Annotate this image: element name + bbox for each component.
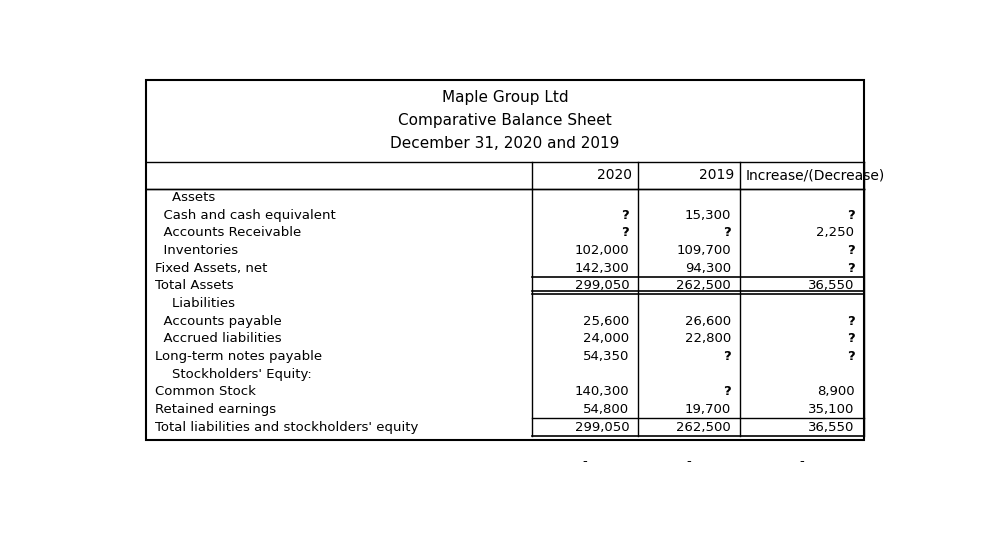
Text: December 31, 2020 and 2019: December 31, 2020 and 2019 <box>390 136 620 151</box>
Text: 299,050: 299,050 <box>574 280 629 293</box>
Text: ?: ? <box>847 315 854 327</box>
Text: Total liabilities and stockholders' equity: Total liabilities and stockholders' equi… <box>156 421 419 434</box>
Text: ?: ? <box>847 262 854 275</box>
Text: 262,500: 262,500 <box>676 421 731 434</box>
Text: 54,350: 54,350 <box>583 350 629 363</box>
Text: 25,600: 25,600 <box>583 315 629 327</box>
Text: 8,900: 8,900 <box>817 385 854 398</box>
Text: ?: ? <box>622 226 629 239</box>
Text: Accounts Receivable: Accounts Receivable <box>156 226 301 239</box>
Text: ?: ? <box>723 350 731 363</box>
Text: Liabilities: Liabilities <box>156 297 235 310</box>
Text: Assets: Assets <box>156 191 216 204</box>
Text: 140,300: 140,300 <box>574 385 629 398</box>
Text: ?: ? <box>847 244 854 257</box>
Text: Fixed Assets, net: Fixed Assets, net <box>156 262 268 275</box>
Text: Common Stock: Common Stock <box>156 385 256 398</box>
Text: ?: ? <box>723 226 731 239</box>
Text: ?: ? <box>723 385 731 398</box>
Text: 26,600: 26,600 <box>685 315 731 327</box>
Text: 2020: 2020 <box>597 168 632 182</box>
Text: Retained earnings: Retained earnings <box>156 403 277 416</box>
Text: Total Assets: Total Assets <box>156 280 233 293</box>
Text: 262,500: 262,500 <box>676 280 731 293</box>
Text: 2019: 2019 <box>698 168 734 182</box>
Text: 24,000: 24,000 <box>583 332 629 345</box>
Text: 299,050: 299,050 <box>574 421 629 434</box>
Text: Increase/(Decrease): Increase/(Decrease) <box>746 168 886 182</box>
Text: -: - <box>800 455 804 468</box>
Text: ?: ? <box>847 209 854 222</box>
Text: 36,550: 36,550 <box>808 280 854 293</box>
Text: 142,300: 142,300 <box>574 262 629 275</box>
Text: Accounts payable: Accounts payable <box>156 315 282 327</box>
Text: Inventories: Inventories <box>156 244 238 257</box>
Text: 22,800: 22,800 <box>685 332 731 345</box>
Text: ?: ? <box>622 209 629 222</box>
Text: -: - <box>687 455 691 468</box>
Text: Cash and cash equivalent: Cash and cash equivalent <box>156 209 336 222</box>
Text: ?: ? <box>847 350 854 363</box>
Text: 94,300: 94,300 <box>685 262 731 275</box>
Text: Long-term notes payable: Long-term notes payable <box>156 350 322 363</box>
Text: 109,700: 109,700 <box>676 244 731 257</box>
Text: Accrued liabilities: Accrued liabilities <box>156 332 282 345</box>
Text: 15,300: 15,300 <box>685 209 731 222</box>
Text: 54,800: 54,800 <box>583 403 629 416</box>
Text: 102,000: 102,000 <box>574 244 629 257</box>
Text: 35,100: 35,100 <box>808 403 854 416</box>
Text: 2,250: 2,250 <box>817 226 854 239</box>
Text: Stockholders' Equity:: Stockholders' Equity: <box>156 368 312 381</box>
Text: Maple Group Ltd: Maple Group Ltd <box>441 90 568 106</box>
Text: 36,550: 36,550 <box>808 421 854 434</box>
Text: ?: ? <box>847 332 854 345</box>
Text: 19,700: 19,700 <box>685 403 731 416</box>
Text: -: - <box>582 455 587 468</box>
Text: Comparative Balance Sheet: Comparative Balance Sheet <box>398 113 612 128</box>
